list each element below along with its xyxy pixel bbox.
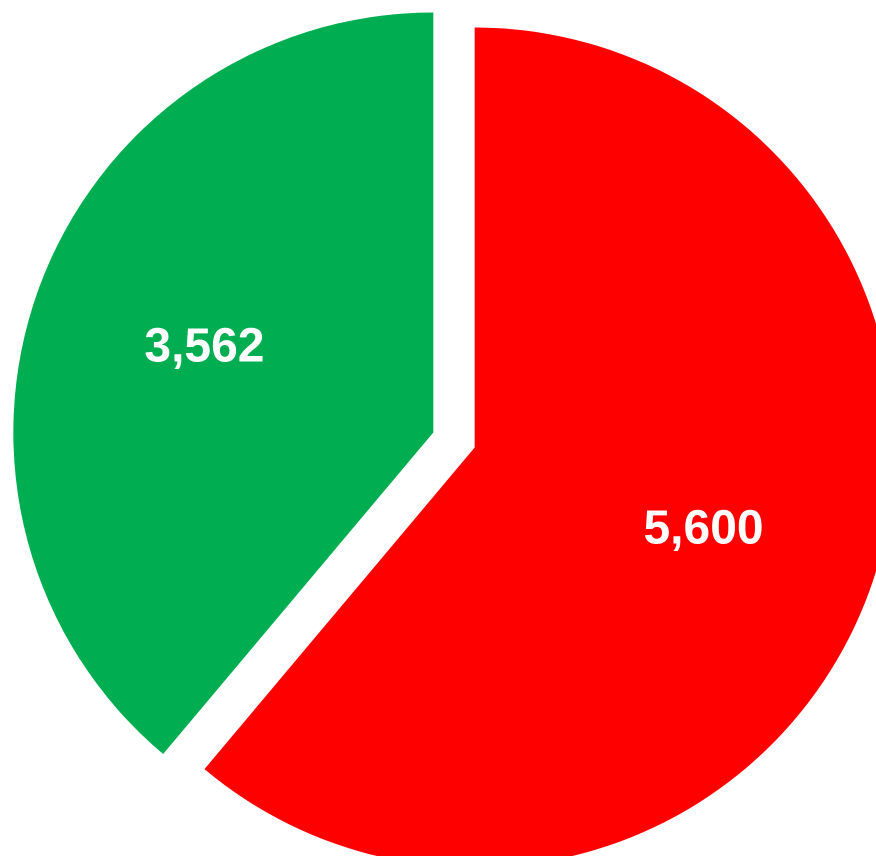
pie-slice-0 — [204, 27, 876, 856]
pie-slice-label-1: 3,562 — [144, 320, 264, 373]
pie-slice-1 — [13, 12, 434, 755]
pie-slices — [13, 12, 876, 856]
pie-labels: 5,600 3,562 — [144, 320, 763, 555]
pie-slice-label-0: 5,600 — [643, 502, 763, 555]
